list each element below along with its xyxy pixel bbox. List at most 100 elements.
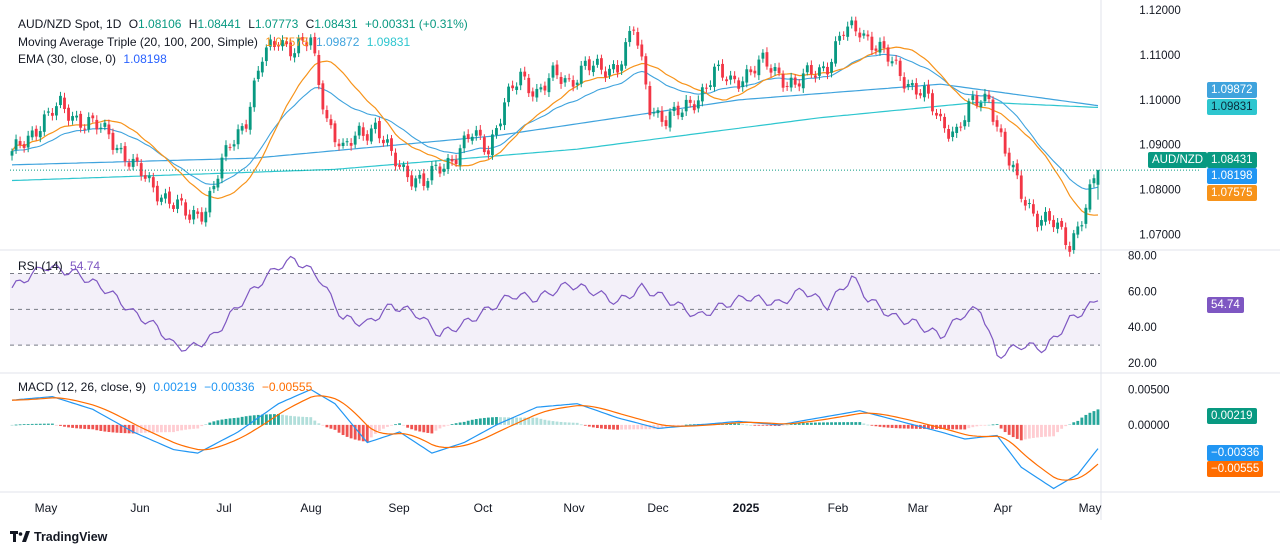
candle-body [729,75,733,80]
macd-line [11,388,1099,490]
candle-body [777,67,781,74]
price-tick-label: 1.09000 [1139,140,1181,152]
candle-body [656,110,660,114]
candle-body [947,129,951,139]
candle [729,70,733,85]
candle-body [220,157,224,179]
candle-body [955,126,959,134]
candle [709,80,712,91]
candle [369,124,373,145]
candle [357,122,361,140]
macd-hist-bar [797,423,801,425]
candle-body [430,165,434,181]
candle [18,136,22,149]
candle-body [398,164,401,167]
macd-hist-bar [99,424,103,431]
macd-hist-bar [474,419,478,425]
candle [741,76,745,92]
candle-body [491,134,494,155]
candle-body [406,165,410,178]
candle [139,159,143,181]
tradingview-icon [10,531,30,542]
candle [696,95,700,113]
macd-hist-bar [1040,424,1043,438]
candle [426,177,430,191]
macd-hist-bar [862,423,866,425]
ma-header: Moving Average Triple (20, 100, 200, Sim… [18,35,414,49]
macd-hist-bar [616,424,619,430]
candle-body [898,60,902,77]
candle [519,68,523,91]
candle [305,37,309,52]
x-tick-label: Jul [216,501,231,515]
candle [1064,222,1068,250]
price-header: AUD/NZD Spot, 1D O1.08106 H1.08441 L1.07… [18,17,472,31]
macd-hist-bar [1023,424,1027,440]
candle-body [216,178,220,188]
candle-body [587,59,591,71]
macd-hist-bar [914,424,918,429]
candle-body [1064,227,1068,246]
candle-body [244,124,248,129]
candle [91,112,95,123]
candle-body [26,135,30,148]
candle [515,82,519,95]
macd-hist-bar [458,422,462,425]
rsi-header: RSI (14) 54.74 [18,259,104,273]
candle-body [168,191,171,204]
symbol-tag: AUD/NZD [1148,152,1208,168]
macd-hist-bar [10,424,14,426]
macd-hist-bar [119,424,123,433]
candle-body [640,44,644,57]
candle [491,129,494,160]
candle-body [652,112,656,114]
macd-hist-bar [14,424,18,426]
candle [902,72,906,93]
candle-body [539,87,543,90]
candle-body [591,65,595,73]
macd-hist-bar [426,424,430,433]
candle-body [87,117,91,130]
macd-hist-bar [620,424,624,430]
candle-body [289,42,292,57]
candle-body [188,214,192,220]
macd-hist-bar [135,424,139,434]
macd-signal-value: −0.00336 [204,380,255,394]
candle [1040,215,1043,231]
candle-body [478,129,482,136]
candle-body [34,128,38,137]
candle-body [309,37,313,46]
macd-hist-bar [539,418,543,425]
candle-body [862,33,866,36]
candle [890,56,894,67]
macd-hist-bar [168,424,171,433]
macd-hist-bar [943,424,946,430]
candle [813,70,817,83]
macd-hist-bar [846,422,850,425]
candle-body [684,99,688,112]
macd-hist-bar [1096,409,1100,425]
candle [704,83,708,93]
macd-hist-bar [470,419,474,425]
macd-hist-bar [991,424,995,426]
tradingview-logo[interactable]: TradingView [10,530,107,544]
candle [551,62,555,82]
candle-body [846,26,850,37]
macd-hist-bar [882,424,886,428]
candle-body [10,151,14,156]
macd-hist-bar [1060,424,1064,429]
macd-hist-bar [159,424,163,433]
candle-body [329,119,333,126]
macd-pane [10,388,1100,490]
macd-hist-bar [959,424,963,430]
ohlc-high: H1.08441 [188,17,241,31]
candle [680,109,684,121]
candle [648,81,652,120]
candle-body [361,127,365,136]
rsi-tick-label: 80.00 [1128,251,1157,263]
candle [26,130,30,153]
macd-hist-bar [305,417,309,425]
candle [63,92,66,114]
candle [543,81,547,96]
candle-body [1072,233,1076,251]
